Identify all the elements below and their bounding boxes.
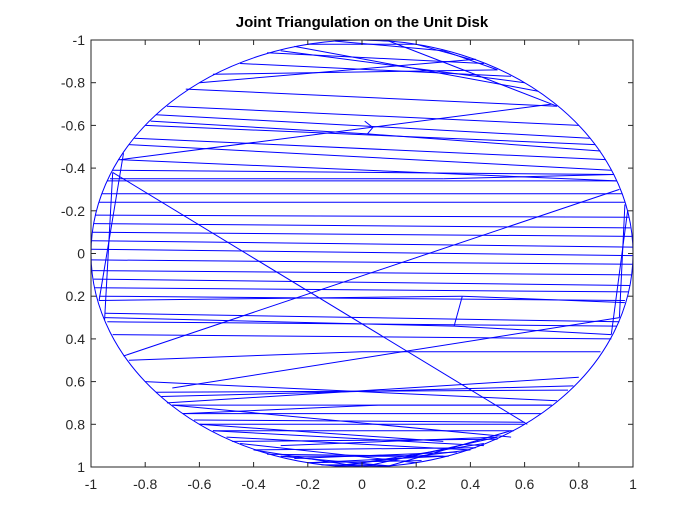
mesh-edge [226,436,471,451]
mesh-edge [212,69,498,75]
mesh-edge [95,287,629,293]
mesh-edge [104,312,620,323]
mesh-edge [99,295,463,301]
mesh-edge [183,404,379,415]
mesh-edge [294,451,457,459]
x-tick-label: -0.2 [296,476,320,492]
mesh-edge [95,214,629,218]
mesh-edge [388,430,512,467]
mesh-edge [443,50,498,71]
y-tick-label: 0.8 [66,416,86,432]
mesh-edge [367,127,374,135]
mesh-edge [388,40,558,107]
chart-title: Joint Triangulation on the Unit Disk [235,14,489,31]
mesh-edge [618,204,626,318]
x-tick-label: 0.4 [461,476,481,492]
mesh-edge [231,438,498,442]
mesh-edge [199,423,444,442]
mesh-edge [610,210,629,335]
mesh-edge [454,325,612,336]
mesh-edge [92,231,632,237]
x-tick-label: -0.4 [242,476,266,492]
mesh-edge [112,169,615,175]
y-tick-label: -0.8 [61,75,85,91]
mesh-edge [307,455,444,464]
mesh-edge [155,389,569,393]
mesh-edge [294,45,539,92]
y-tick-label: -0.4 [61,160,85,176]
mesh-edge [166,105,579,126]
y-tick-label: -0.2 [61,203,85,219]
mesh-edge [199,58,476,84]
mesh-edge [240,443,417,464]
x-tick-label: -0.6 [187,476,211,492]
mesh-edge [145,124,596,146]
x-tick-label: 0.6 [515,476,535,492]
mesh-edge [91,240,633,248]
mesh-edge [364,120,374,128]
mesh-edge [443,174,615,180]
mesh-edge [93,223,631,229]
mesh-edge [104,317,455,327]
x-tick-label: 1 [629,476,637,492]
y-tick-label: -1 [73,32,86,48]
mesh-edge [145,381,558,402]
x-tick-label: 0.2 [406,476,426,492]
mesh-edge [118,159,617,182]
mesh-edge [185,88,558,107]
mesh-edge [150,120,368,135]
mesh-edge [104,172,114,320]
y-tick-label: 1 [77,459,85,475]
mesh-edge [99,295,625,301]
mesh-edge [92,270,632,276]
mesh-edge [123,188,620,357]
y-tick-label: -0.6 [61,117,85,133]
x-tick-label: 0.8 [569,476,589,492]
mesh-edge [172,317,620,389]
mesh-edges [90,39,634,468]
mesh-edge [166,376,579,404]
mesh-edge [98,153,124,301]
mesh-edge [193,419,525,423]
mesh-edge [367,133,601,152]
mesh-edge [91,259,633,265]
x-tick-label: -1 [85,476,98,492]
mesh-edge [212,430,484,447]
x-axis: -1 -0.8 -0.6 -0.4 -0.2 0 0.2 0.4 0.6 0.8 1 [85,40,637,492]
mesh-edge [155,114,590,139]
y-tick-label: 0 [77,246,85,262]
y-tick-label: 0.4 [66,331,86,347]
mesh-edge [93,278,631,286]
mesh-edge [120,103,552,161]
mesh-edge [334,40,444,52]
mesh-edge [134,137,606,161]
mesh-edge [348,443,484,466]
mesh-edge [128,144,612,171]
mesh-edge [128,351,363,361]
mesh-edge [462,295,625,304]
mesh-edge [267,453,444,457]
mesh-edge [267,52,484,64]
mesh-edge [90,248,634,257]
mesh-edge [280,436,498,447]
x-tick-label: 0 [358,476,366,492]
mesh-edge [453,296,463,327]
x-tick-label: -0.8 [133,476,157,492]
mesh-edge [112,334,612,340]
y-axis: -1 -0.8 -0.6 -0.4 -0.2 0 0.2 0.4 0.6 0.8 1 [61,32,633,475]
y-tick-label: 0.2 [66,288,86,304]
y-tick-label: 0.6 [66,374,86,390]
mesh-edge [240,63,512,77]
